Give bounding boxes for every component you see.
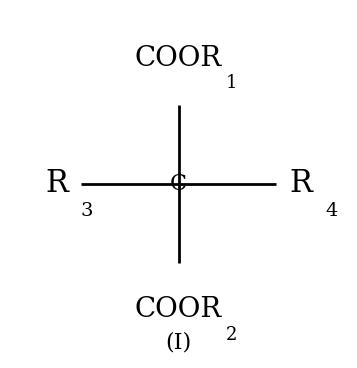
Text: R: R xyxy=(45,169,68,199)
Text: (Ⅰ): (Ⅰ) xyxy=(165,331,192,353)
Text: R: R xyxy=(289,169,312,199)
Text: 1: 1 xyxy=(226,74,237,92)
Text: COOR: COOR xyxy=(135,296,222,323)
Text: C: C xyxy=(170,173,187,195)
Text: 2: 2 xyxy=(226,326,237,344)
Text: COOR: COOR xyxy=(135,45,222,72)
Text: 3: 3 xyxy=(81,202,94,220)
Text: 4: 4 xyxy=(325,202,337,220)
